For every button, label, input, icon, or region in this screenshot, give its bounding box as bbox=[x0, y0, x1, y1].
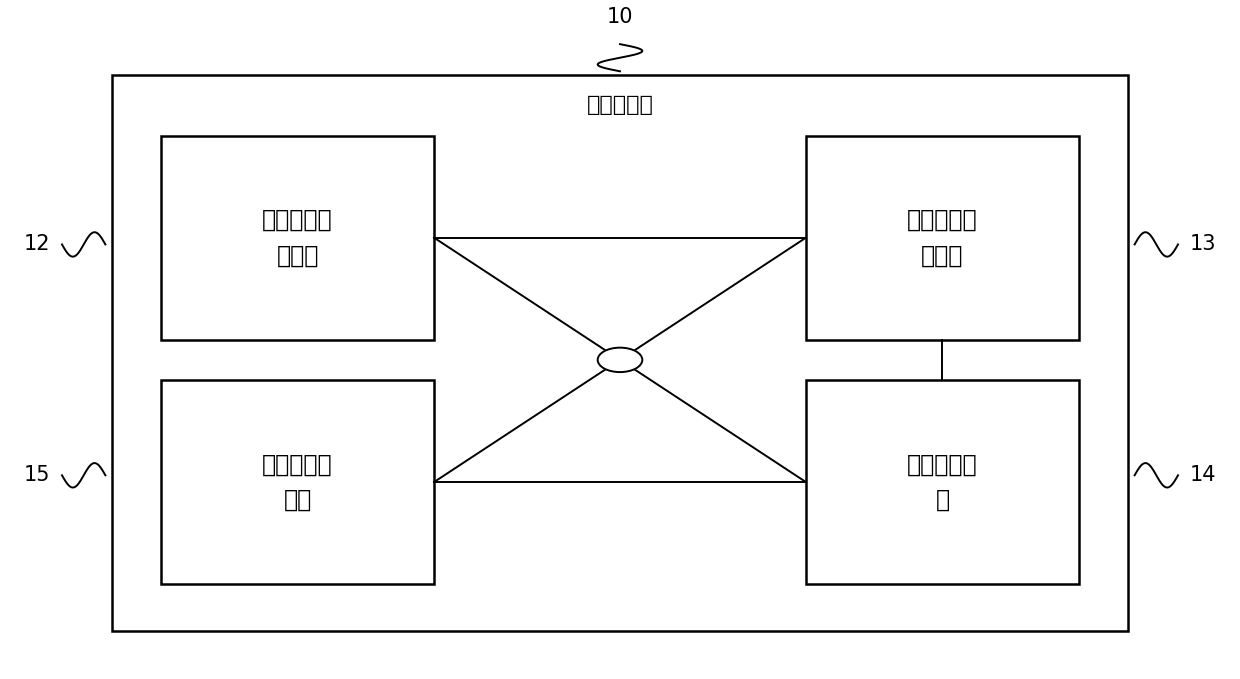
Bar bbox=[161, 380, 434, 584]
Text: 13: 13 bbox=[1189, 234, 1216, 255]
Bar bbox=[112, 75, 1128, 631]
Circle shape bbox=[598, 348, 642, 372]
Text: 飞行方向获
取单元: 飞行方向获 取单元 bbox=[263, 208, 332, 268]
Text: 角度计算模
块: 角度计算模 块 bbox=[908, 452, 977, 512]
Bar bbox=[806, 380, 1079, 584]
Bar bbox=[161, 136, 434, 340]
Text: 14: 14 bbox=[1189, 465, 1216, 485]
Text: 检测方向获
取单元: 检测方向获 取单元 bbox=[908, 208, 977, 268]
Text: 12: 12 bbox=[24, 234, 51, 255]
Text: 10: 10 bbox=[606, 7, 634, 27]
Text: 15: 15 bbox=[24, 465, 51, 485]
Text: 传感器调整
模块: 传感器调整 模块 bbox=[263, 452, 332, 512]
Text: 飞行控制器: 飞行控制器 bbox=[587, 95, 653, 115]
Bar bbox=[806, 136, 1079, 340]
